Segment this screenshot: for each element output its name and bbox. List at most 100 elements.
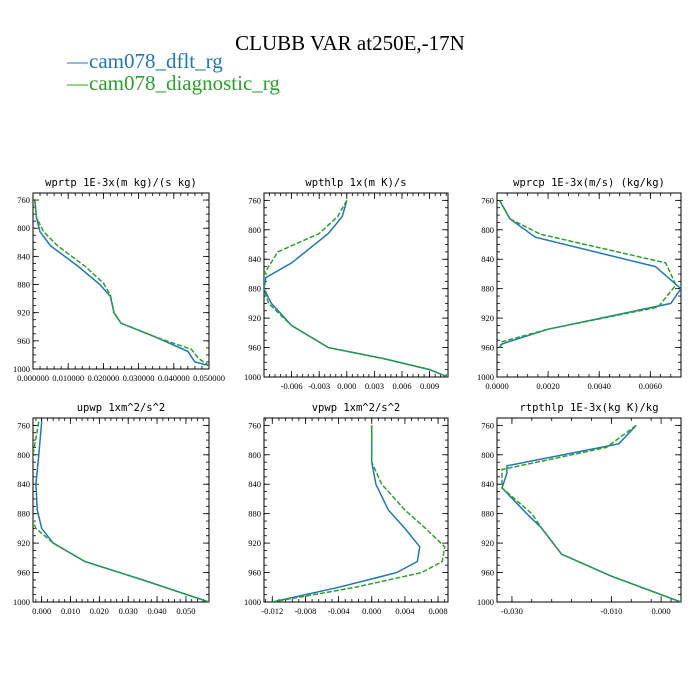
x-tick-label: 0.009	[420, 381, 439, 391]
plot-frame	[263, 417, 449, 603]
y-tick-label: 840	[248, 479, 261, 489]
y-tick-label: 920	[481, 538, 494, 548]
panel-title: wprcp 1E-3x(m/s) (kg/kg)	[513, 177, 665, 189]
panel: upwp 1xm^2/s^2 0.000 0.010 0.020 0.030 0.040 0…	[13, 402, 210, 616]
x-tick-label: 0.0020	[536, 381, 559, 391]
y-tick-label: 840	[481, 254, 494, 264]
y-tick-label: 840	[248, 254, 261, 264]
x-tick-label: 0.006	[392, 381, 411, 391]
plot-frame	[263, 192, 449, 378]
y-tick-label: 1000	[13, 597, 30, 607]
x-tick-label: 0.000000	[17, 373, 49, 383]
y-tick-label: 800	[248, 225, 261, 235]
panel: wpthlp 1x(m K)/s -0.006 -0.003 0.000 0.003 0.…	[244, 177, 449, 391]
series-line	[35, 421, 209, 602]
series-line	[272, 425, 446, 602]
legend-label: cam078_diagnostic_rg	[89, 71, 280, 95]
y-tick-label: 760	[481, 195, 494, 205]
y-tick-label: 760	[17, 195, 30, 205]
plot-frame	[32, 417, 210, 603]
y-tick-label: 800	[481, 225, 494, 235]
series-line	[34, 199, 209, 367]
x-tick-label: 0.030000	[123, 373, 155, 383]
y-tick-label: 760	[248, 195, 261, 205]
x-tick-label: 0.000	[362, 606, 381, 616]
series-line	[498, 200, 677, 348]
y-tick-label: 960	[248, 343, 261, 353]
panel-title: vpwp 1xm^2/s^2	[312, 402, 401, 414]
panel-title: wprtp 1E-3x(m kg)/(s kg)	[45, 177, 197, 189]
series-line	[33, 421, 209, 602]
plot-frame	[32, 192, 210, 370]
series-line	[498, 200, 681, 349]
y-tick-label: 1000	[244, 372, 261, 382]
x-tick-label: -0.010	[600, 606, 622, 616]
x-tick-label: 0.030	[119, 606, 138, 616]
figure-title: CLUBB VAR at250E,-17N	[235, 31, 465, 55]
y-tick-label: 880	[17, 280, 30, 290]
y-tick-label: 920	[248, 538, 261, 548]
x-tick-label: 0.008	[428, 606, 447, 616]
series-line	[501, 424, 681, 602]
x-tick-label: -0.006	[281, 381, 303, 391]
x-tick-label: 0.0000	[485, 381, 508, 391]
plot-frame	[496, 192, 682, 378]
legend-label: cam078_dflt_rg	[89, 49, 223, 73]
y-tick-label: 1000	[244, 597, 261, 607]
panel-title: wpthlp 1x(m K)/s	[305, 177, 406, 189]
y-tick-label: 840	[17, 251, 30, 261]
panel-title: rtpthlp 1E-3x(kg K)/kg	[519, 402, 658, 414]
y-tick-label: 960	[248, 568, 261, 578]
y-tick-label: 920	[17, 538, 30, 548]
series-line	[501, 424, 681, 602]
series-line	[264, 200, 448, 377]
x-tick-label: 0.004	[395, 606, 415, 616]
y-tick-label: 880	[17, 509, 30, 519]
panel-title: upwp 1xm^2/s^2	[77, 402, 166, 414]
x-tick-label: 0.050	[176, 606, 195, 616]
y-tick-label: 1000	[477, 372, 494, 382]
y-tick-label: 840	[17, 479, 30, 489]
panel: rtpthlp 1E-3x(kg K)/kg -0.030 -0.010 0.000 7…	[477, 402, 682, 616]
x-tick-label: 0.020	[90, 606, 109, 616]
legend-item: — cam078_diagnostic_rg	[66, 71, 280, 95]
y-tick-label: 1000	[13, 364, 30, 374]
x-tick-label: 0.050000	[193, 373, 225, 383]
series-line	[264, 200, 448, 377]
y-tick-label: 800	[481, 450, 494, 460]
x-tick-label: 0.010	[61, 606, 80, 616]
y-tick-label: 880	[481, 509, 494, 519]
y-tick-label: 800	[17, 223, 30, 233]
x-tick-label: 0.003	[365, 381, 384, 391]
y-tick-label: 800	[248, 450, 261, 460]
y-tick-label: 960	[17, 568, 30, 578]
panel: vpwp 1xm^2/s^2 -0.012 -0.008 -0.004 0.000 0.0…	[244, 402, 449, 616]
y-tick-label: 840	[481, 479, 494, 489]
y-tick-label: 960	[481, 568, 494, 578]
x-tick-label: 0.000	[652, 606, 671, 616]
y-tick-label: 920	[248, 313, 261, 323]
panel: wprtp 1E-3x(m kg)/(s kg) 0.000000 0.010000…	[13, 177, 225, 383]
y-tick-label: 960	[17, 336, 30, 346]
x-tick-label: -0.030	[501, 606, 523, 616]
legend: — cam078_dflt_rg — cam078_diagnostic_rg	[66, 49, 280, 95]
x-tick-label: 0.020000	[87, 373, 119, 383]
x-tick-label: 0.010000	[52, 373, 84, 383]
x-tick-label: 0.000	[337, 381, 356, 391]
x-tick-label: 0.0060	[639, 381, 662, 391]
x-tick-label: 0.000	[32, 606, 51, 616]
legend-symbol: —	[66, 49, 89, 73]
y-tick-label: 800	[17, 450, 30, 460]
legend-symbol: —	[66, 71, 89, 95]
y-tick-label: 920	[17, 308, 30, 318]
y-tick-label: 920	[481, 313, 494, 323]
x-tick-label: -0.004	[328, 606, 351, 616]
panels: wprtp 1E-3x(m kg)/(s kg) 0.000000 0.010000…	[13, 177, 682, 616]
x-tick-label: 0.0040	[588, 381, 611, 391]
x-tick-label: 0.040	[148, 606, 167, 616]
x-tick-label: -0.003	[308, 381, 330, 391]
x-tick-label: 0.040000	[158, 373, 190, 383]
y-tick-label: 760	[17, 420, 30, 430]
y-tick-label: 880	[248, 509, 261, 519]
